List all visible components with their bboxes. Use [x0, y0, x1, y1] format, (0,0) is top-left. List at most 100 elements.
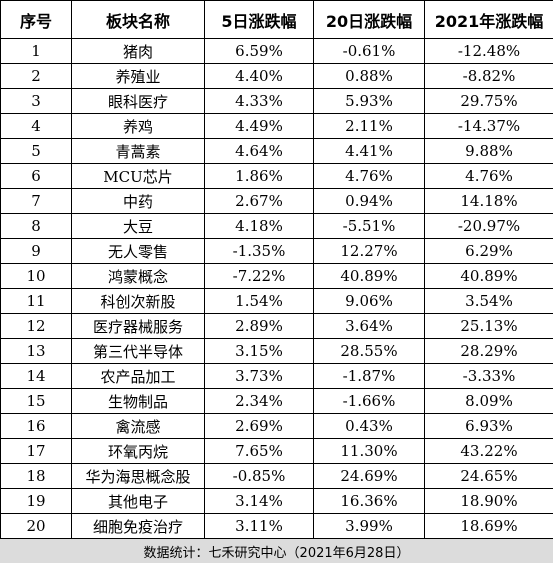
change-2021: 18.90% [424, 488, 553, 514]
sector-name: 无人零售 [71, 238, 205, 264]
change-2021: -3.33% [424, 363, 553, 389]
row-index: 5 [0, 138, 72, 164]
sector-name: 农产品加工 [71, 363, 205, 389]
change-2021: 8.09% [424, 388, 553, 414]
change-20day: 0.43% [313, 413, 425, 439]
row-index: 12 [0, 313, 72, 339]
table-row: 7 中药 2.67% 0.94% 14.18% [0, 188, 553, 214]
change-20day: 2.11% [313, 113, 425, 139]
change-2021: 9.88% [424, 138, 553, 164]
change-5day: 4.64% [204, 138, 314, 164]
table-row: 18 华为海思概念股 -0.85% 24.69% 24.65% [0, 463, 553, 489]
change-5day: -1.35% [204, 238, 314, 264]
change-20day: -1.66% [313, 388, 425, 414]
change-5day: 7.65% [204, 438, 314, 464]
change-20day: 3.99% [313, 513, 425, 539]
sector-name: 生物制品 [71, 388, 205, 414]
change-5day: 2.67% [204, 188, 314, 214]
table-row: 1 猪肉 6.59% -0.61% -12.48% [0, 38, 553, 64]
change-5day: 3.15% [204, 338, 314, 364]
sector-name: MCU芯片 [71, 163, 205, 189]
sector-name: 养鸡 [71, 113, 205, 139]
sector-name: 其他电子 [71, 488, 205, 514]
change-20day: -0.61% [313, 38, 425, 64]
row-index: 1 [0, 38, 72, 64]
row-index: 14 [0, 363, 72, 389]
change-2021: 3.54% [424, 288, 553, 314]
table-row: 20 细胞免疫治疗 3.11% 3.99% 18.69% [0, 513, 553, 539]
change-5day: 6.59% [204, 38, 314, 64]
change-2021: 24.65% [424, 463, 553, 489]
sector-name: 大豆 [71, 213, 205, 239]
table-body: 1 猪肉 6.59% -0.61% -12.48% 2 养殖业 4.40% 0.88% -8.82… [0, 38, 553, 539]
row-index: 9 [0, 238, 72, 264]
sector-name: 养殖业 [71, 63, 205, 89]
change-2021: 4.76% [424, 163, 553, 189]
source-note: 数据统计：七禾研究中心（2021年6月28日） [0, 538, 553, 563]
row-index: 7 [0, 188, 72, 214]
change-20day: 12.27% [313, 238, 425, 264]
change-5day: 3.14% [204, 488, 314, 514]
sector-name: 中药 [71, 188, 205, 214]
sector-name: 眼科医疗 [71, 88, 205, 114]
table-row: 3 眼科医疗 4.33% 5.93% 29.75% [0, 88, 553, 114]
row-index: 19 [0, 488, 72, 514]
header-index: 序号 [0, 0, 72, 39]
change-5day: 4.40% [204, 63, 314, 89]
change-5day: 2.69% [204, 413, 314, 439]
table-row: 11 科创次新股 1.54% 9.06% 3.54% [0, 288, 553, 314]
row-index: 13 [0, 338, 72, 364]
row-index: 3 [0, 88, 72, 114]
row-index: 8 [0, 213, 72, 239]
change-5day: 2.89% [204, 313, 314, 339]
header-20day-change: 20日涨跌幅 [313, 0, 425, 39]
change-20day: 16.36% [313, 488, 425, 514]
table-row: 17 环氧丙烷 7.65% 11.30% 43.22% [0, 438, 553, 464]
change-20day: 5.93% [313, 88, 425, 114]
header-row: 序号 板块名称 5日涨跌幅 20日涨跌幅 2021年涨跌幅 [0, 0, 553, 39]
change-2021: 28.29% [424, 338, 553, 364]
table-row: 19 其他电子 3.14% 16.36% 18.90% [0, 488, 553, 514]
change-20day: 24.69% [313, 463, 425, 489]
change-2021: 29.75% [424, 88, 553, 114]
sector-name: 猪肉 [71, 38, 205, 64]
change-20day: 0.88% [313, 63, 425, 89]
table-row: 5 青蒿素 4.64% 4.41% 9.88% [0, 138, 553, 164]
table-row: 13 第三代半导体 3.15% 28.55% 28.29% [0, 338, 553, 364]
change-20day: 28.55% [313, 338, 425, 364]
change-2021: 43.22% [424, 438, 553, 464]
table-row: 16 禽流感 2.69% 0.43% 6.93% [0, 413, 553, 439]
change-2021: 18.69% [424, 513, 553, 539]
change-5day: -7.22% [204, 263, 314, 289]
change-2021: -8.82% [424, 63, 553, 89]
table-row: 14 农产品加工 3.73% -1.87% -3.33% [0, 363, 553, 389]
change-20day: 11.30% [313, 438, 425, 464]
change-5day: -0.85% [204, 463, 314, 489]
table-row: 10 鸿蒙概念 -7.22% 40.89% 40.89% [0, 263, 553, 289]
row-index: 18 [0, 463, 72, 489]
row-index: 6 [0, 163, 72, 189]
change-5day: 3.11% [204, 513, 314, 539]
change-20day: 4.41% [313, 138, 425, 164]
row-index: 16 [0, 413, 72, 439]
change-5day: 4.49% [204, 113, 314, 139]
change-20day: 4.76% [313, 163, 425, 189]
sector-name: 环氧丙烷 [71, 438, 205, 464]
row-index: 2 [0, 63, 72, 89]
header-2021-change: 2021年涨跌幅 [424, 0, 553, 39]
sector-name: 细胞免疫治疗 [71, 513, 205, 539]
change-2021: 6.29% [424, 238, 553, 264]
change-2021: 25.13% [424, 313, 553, 339]
table-row: 4 养鸡 4.49% 2.11% -14.37% [0, 113, 553, 139]
sector-name: 青蒿素 [71, 138, 205, 164]
row-index: 20 [0, 513, 72, 539]
sector-table: 序号 板块名称 5日涨跌幅 20日涨跌幅 2021年涨跌幅 1 猪肉 6.59% -0… [0, 0, 553, 539]
change-2021: -12.48% [424, 38, 553, 64]
sector-name: 第三代半导体 [71, 338, 205, 364]
row-index: 4 [0, 113, 72, 139]
change-20day: 40.89% [313, 263, 425, 289]
change-5day: 1.54% [204, 288, 314, 314]
row-index: 15 [0, 388, 72, 414]
sector-name: 科创次新股 [71, 288, 205, 314]
